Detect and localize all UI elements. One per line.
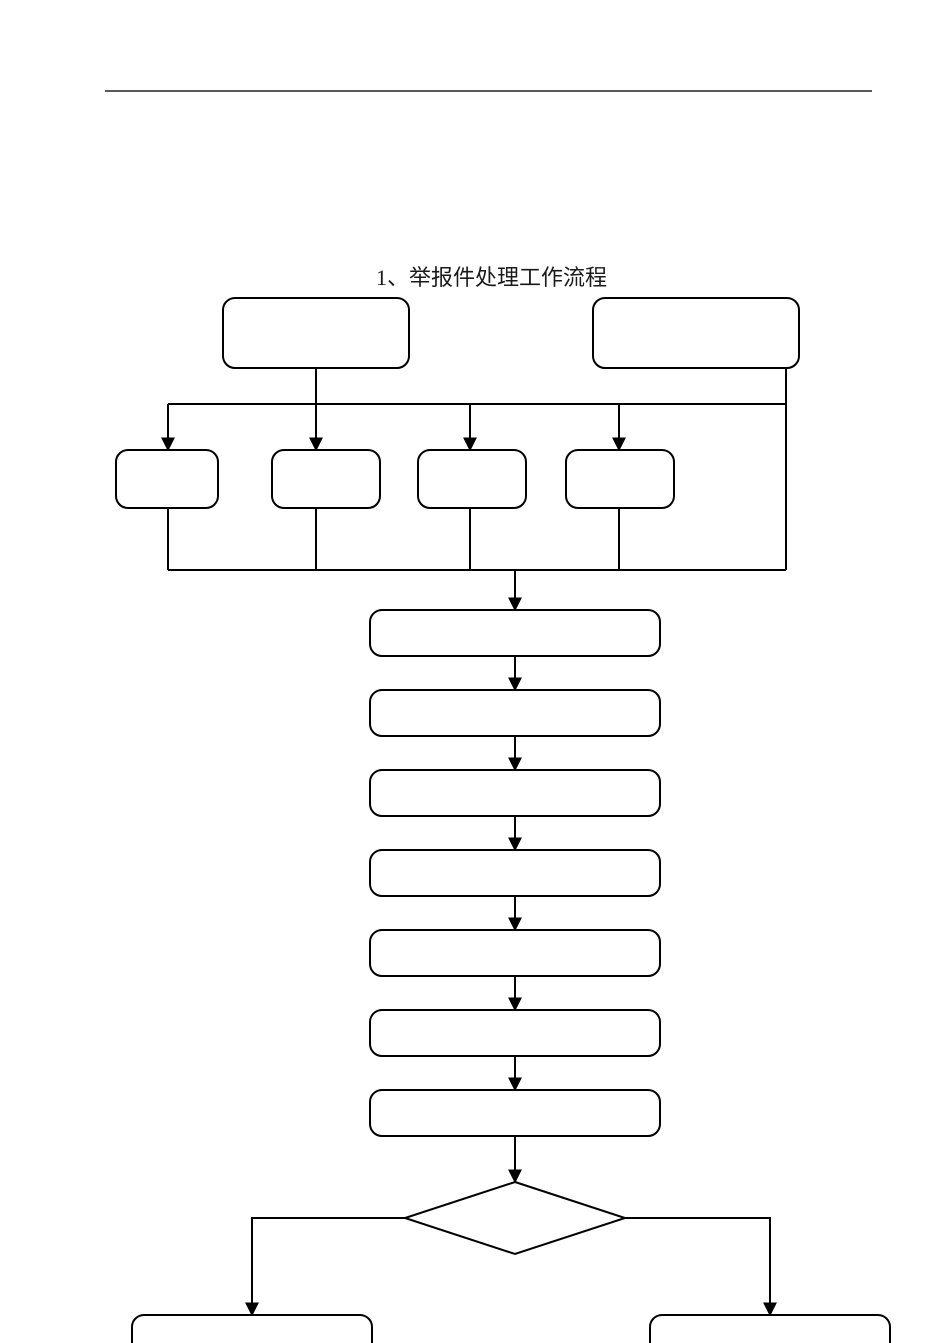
flow-edge [625, 1218, 770, 1315]
flow-edge [252, 1218, 405, 1315]
flowchart-svg [0, 0, 950, 1343]
flow-node [370, 1090, 660, 1136]
flow-node [418, 450, 526, 508]
flow-node [370, 690, 660, 736]
page-title: 1、举报件处理工作流程 [376, 260, 607, 292]
page-canvas: 1、举报件处理工作流程 [0, 0, 950, 1343]
flow-node [370, 610, 660, 656]
flow-node [370, 770, 660, 816]
flow-node [566, 450, 674, 508]
flow-node [370, 850, 660, 896]
flow-node [116, 450, 218, 508]
flow-node [223, 298, 409, 368]
flow-decision [405, 1182, 625, 1254]
flow-node [593, 298, 799, 368]
flow-node [370, 1010, 660, 1056]
flow-node [650, 1315, 890, 1343]
flow-node [272, 450, 380, 508]
flow-node [370, 930, 660, 976]
flow-node [132, 1315, 372, 1343]
